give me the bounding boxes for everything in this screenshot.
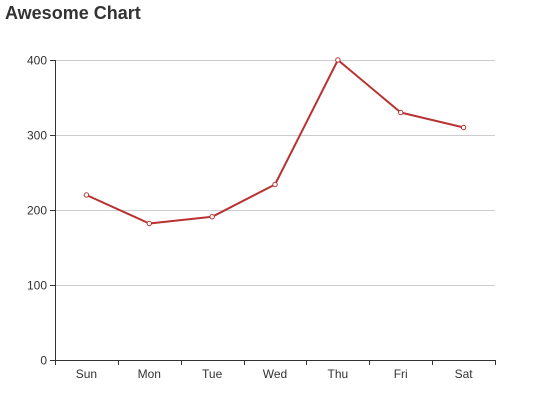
series bbox=[83, 57, 467, 227]
data-point[interactable] bbox=[272, 181, 278, 188]
x-tick-label: Sun bbox=[76, 367, 97, 381]
y-tick-label: 400 bbox=[27, 54, 47, 68]
y-tick-label: 300 bbox=[27, 129, 47, 143]
y-tick-label: 100 bbox=[27, 279, 47, 293]
x-tick-label: Wed bbox=[263, 367, 287, 381]
grid-lines bbox=[55, 60, 495, 286]
chart-title: Awesome Chart bbox=[5, 3, 141, 23]
series-line bbox=[85, 59, 464, 225]
y-tick-label: 0 bbox=[40, 354, 47, 368]
x-tick-label: Tue bbox=[202, 367, 223, 381]
data-point[interactable] bbox=[83, 192, 90, 198]
data-point[interactable] bbox=[398, 109, 404, 116]
data-point[interactable] bbox=[146, 220, 152, 227]
data-point[interactable] bbox=[335, 57, 341, 63]
y-axis-ticks: 0 100 200 300 400 bbox=[27, 54, 55, 368]
x-axis-ticks: Sun Mon Tue Wed Thu Fri Sat bbox=[55, 360, 496, 381]
axes bbox=[55, 60, 495, 361]
data-point[interactable] bbox=[209, 214, 215, 220]
x-tick-label: Fri bbox=[394, 367, 408, 381]
x-tick-label: Thu bbox=[328, 367, 349, 381]
data-point[interactable] bbox=[460, 124, 467, 131]
x-tick-label: Mon bbox=[138, 367, 161, 381]
x-tick-label: Sat bbox=[455, 367, 474, 381]
y-tick-label: 200 bbox=[27, 204, 47, 218]
